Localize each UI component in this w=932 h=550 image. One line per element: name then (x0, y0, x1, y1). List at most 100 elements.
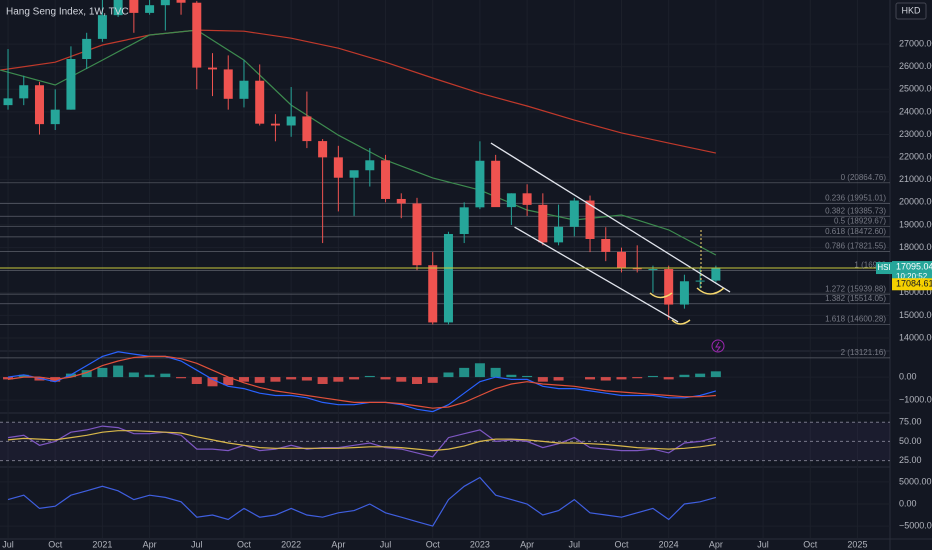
candle-body (302, 116, 312, 142)
y-tick-label: 25000.00 (899, 84, 932, 94)
fib-label: 1.382 (15514.05) (825, 294, 886, 303)
fib-label: 0.382 (19385.73) (825, 206, 886, 215)
y-tick-label: 24000.00 (899, 106, 932, 116)
candle-body (538, 204, 548, 243)
x-tick-label: Apr (331, 539, 345, 549)
candle-body (66, 59, 76, 110)
candle-body (255, 80, 265, 124)
candle-body (129, 0, 139, 13)
candle-body (192, 2, 202, 68)
histogram-bar (238, 377, 249, 382)
rsi-ma-line (7, 430, 716, 452)
candle-body (554, 226, 564, 243)
pattern-arc (649, 292, 673, 299)
candle-body (270, 123, 280, 126)
candle-body (82, 38, 92, 60)
candle-body (223, 69, 233, 99)
y-tick-label: −1000.00 (899, 394, 932, 404)
fib-label: 1 (16992 (854, 260, 886, 269)
x-tick-label: Apr (709, 539, 723, 549)
x-tick-label: Jul (2, 539, 14, 549)
y-tick-label: 75.00 (899, 417, 922, 427)
histogram-bar (537, 377, 548, 382)
channel-line (514, 226, 679, 323)
histogram-bar (679, 374, 690, 378)
symbol-tag (876, 262, 892, 275)
histogram-bar (18, 374, 29, 378)
x-tick-label: Jul (569, 539, 581, 549)
histogram-bar (113, 365, 124, 378)
histogram-bar (176, 377, 187, 379)
macd-line (7, 351, 717, 413)
histogram-bar (34, 377, 45, 381)
x-tick-label: Oct (48, 539, 63, 549)
histogram-bar (647, 375, 658, 378)
x-tick-label: 2025 (847, 539, 867, 549)
fib-label: 2 (13121.16) (841, 348, 887, 357)
candle-body (396, 198, 406, 204)
x-tick-label: Oct (614, 539, 629, 549)
x-tick-label: Jul (757, 539, 769, 549)
histogram-bar (128, 372, 139, 378)
histogram-bar (317, 377, 328, 384)
histogram-bar (710, 371, 721, 378)
y-tick-label: 50.00 (899, 436, 922, 446)
y-tick-label: 14000.00 (899, 332, 932, 342)
histogram-bar (443, 372, 454, 378)
candle-body (522, 193, 532, 205)
histogram-bar (254, 377, 265, 383)
candle-body (113, 0, 123, 16)
y-tick-label: 0.00 (899, 371, 917, 381)
candle-body (664, 269, 674, 305)
histogram-bar (459, 367, 470, 378)
countdown: 10:20:52 (896, 272, 928, 281)
y-tick-label: 25.00 (899, 455, 922, 465)
candle-body (318, 141, 328, 158)
y-tick-label: 5000.00 (899, 476, 932, 486)
secondary-price: 17084.61 (896, 279, 932, 289)
fib-label: 1.618 (14600.28) (825, 315, 886, 324)
fib-label: 0.786 (17821.55) (825, 242, 886, 251)
channel-line (490, 142, 731, 293)
histogram-bar (160, 373, 171, 378)
candle-body (412, 203, 422, 266)
y-tick-label: −5000.00 (899, 520, 932, 530)
y-tick-label: 0.00 (899, 498, 917, 508)
histogram-bar (191, 377, 202, 384)
x-tick-label: Jul (191, 539, 203, 549)
histogram-bar (380, 377, 391, 380)
histogram-bar (223, 377, 234, 386)
candle-body (50, 109, 60, 125)
y-tick-label: 22000.00 (899, 152, 932, 162)
chart-title: Hang Seng Index, 1W, TVC (6, 7, 129, 18)
candle-body (349, 170, 359, 178)
histogram-bar (427, 377, 438, 383)
candle-body (3, 98, 13, 106)
event-icon (711, 339, 725, 353)
secondary-price-box (892, 278, 932, 291)
candle-body (239, 80, 249, 99)
histogram-bar (3, 377, 14, 380)
histogram-bar (97, 367, 108, 378)
overlay: Hang Seng Index, 1W, TVC HKD (6, 2, 927, 353)
y-tick-label: 15000.00 (899, 310, 932, 320)
histogram-bar (286, 377, 297, 380)
y-tick-label: 23000.00 (899, 129, 932, 139)
event-icon-bolt (715, 341, 721, 352)
oscillator-line (7, 476, 717, 527)
last-price-box (892, 261, 932, 284)
histogram-bar (364, 375, 375, 378)
y-tick-label: 20000.00 (899, 197, 932, 207)
histogram-bar (695, 373, 706, 378)
candle-body (365, 160, 375, 171)
currency-box[interactable] (895, 2, 927, 20)
fib-label: 0.618 (18472.60) (825, 227, 886, 236)
histogram-bar (144, 374, 155, 378)
x-tick-label: 2021 (92, 539, 112, 549)
histogram-bar (412, 377, 423, 384)
candle-body (459, 207, 469, 235)
candle-body (585, 200, 595, 239)
x-tick-label: Oct (426, 539, 441, 549)
candle-body (695, 280, 705, 282)
